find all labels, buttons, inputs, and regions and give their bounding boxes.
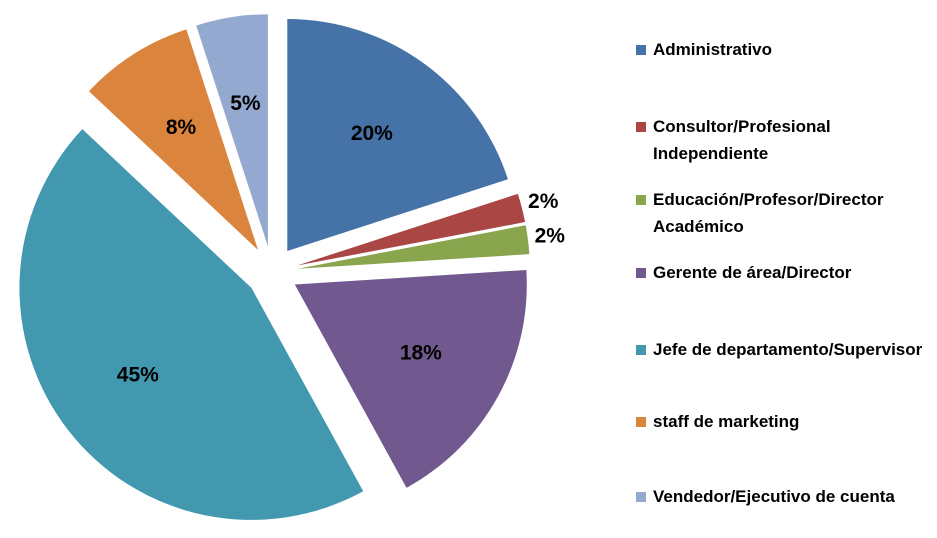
pie-slice [19,129,364,520]
pie-slice [196,14,268,247]
pie-slice [294,269,527,488]
legend-item: staff de marketing [636,408,936,435]
data-label: 2% [528,190,559,213]
data-label: 20% [351,122,393,145]
data-label: 45% [117,364,159,387]
legend-label: Vendedor/Ejecutivo de cuenta [653,487,895,506]
legend-swatch [636,492,646,502]
legend-swatch [636,122,646,132]
legend-label: Educación/Profesor/Director Académico [653,190,884,236]
legend-label: Jefe de departamento/Supervisor [653,340,923,359]
pie-slice [88,29,259,251]
legend-label: Consultor/Profesional Independiente [653,117,831,163]
data-label: 18% [400,341,442,364]
pie-slice [287,18,508,251]
legend-label: Administrativo [653,40,773,59]
legend-label: Gerente de área/Director [653,263,852,282]
data-label: 5% [230,92,261,115]
legend-swatch [636,345,646,355]
legend-item: Jefe de departamento/Supervisor [636,336,936,363]
legend-swatch [636,195,646,205]
pie-slice [297,193,526,266]
legend-item: Educación/Profesor/Director Académico [636,186,936,240]
pie-slice [297,225,530,269]
pie-area: 20% 2% 2% 18% 45% 8% 5% [19,14,566,520]
legend-item: Vendedor/Ejecutivo de cuenta [636,483,936,510]
data-label: 2% [535,224,566,247]
legend-swatch [636,417,646,427]
legend-swatch [636,268,646,278]
data-label: 8% [166,116,197,139]
legend-swatch [636,45,646,55]
legend-label: staff de marketing [653,412,800,431]
legend-item: Consultor/Profesional Independiente [636,113,936,167]
legend-item: Gerente de área/Director [636,259,936,286]
legend-item: Administrativo [636,36,936,63]
